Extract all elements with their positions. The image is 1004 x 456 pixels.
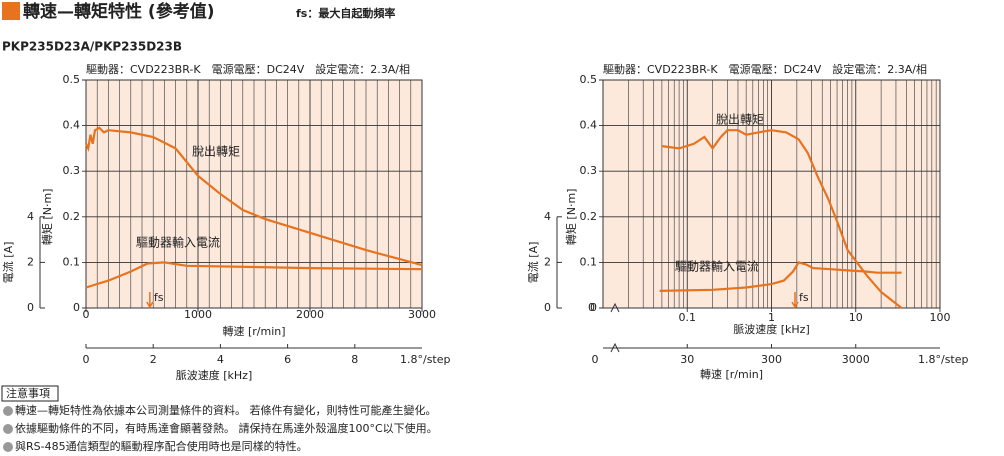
page-title: 轉速—轉矩特性 (參考值) — [23, 1, 214, 22]
y2-axis-label: 電流 [A] — [1, 242, 15, 284]
x-tick-label: 100 — [930, 311, 951, 324]
series-label: 脫出轉矩 — [192, 144, 240, 159]
series-line — [661, 129, 903, 309]
y-tick-label: 0 — [590, 301, 597, 314]
y-axis-label: 轉矩 [N·m] — [41, 189, 54, 246]
x2-tick-label: 8 — [351, 353, 358, 366]
x2-tick-label: 2 — [150, 353, 157, 366]
annotation: fs — [154, 291, 164, 304]
notes-heading: 注意事項 — [6, 386, 50, 400]
note-bullet — [3, 424, 13, 434]
axis-break — [610, 342, 620, 353]
y2-axis-label: 電流 [A] — [526, 242, 540, 284]
note-bullet — [3, 442, 13, 452]
chart-subtitle: 驅動器：CVD223BR-K 電源電壓：DC24V 設定電流：2.3A/相 — [86, 62, 410, 76]
y-axis-label: 轉矩 [N·m] — [565, 189, 578, 246]
y-tick-label: 0.5 — [580, 73, 598, 86]
note-bullet — [3, 406, 13, 416]
x2-tick-label: 4 — [217, 353, 224, 366]
notes-heading-box — [1, 385, 59, 402]
y-tick-label: 0.3 — [63, 164, 81, 177]
plot-frame — [602, 79, 941, 309]
note-item: 轉速—轉矩特性為依據本公司測量條件的資料。 若條件有變化，則特性可能產生變化。 — [15, 403, 437, 417]
y-tick-label: 0.1 — [580, 255, 598, 268]
axis-break-label: 0 — [588, 301, 595, 314]
axis-break — [610, 302, 620, 313]
y2-tick-label: 4 — [27, 210, 34, 223]
x2-end-label: 1.8°/step — [918, 353, 969, 366]
series-label: 脫出轉矩 — [716, 112, 764, 127]
y-tick-label: 0.5 — [63, 73, 81, 86]
fs-note: fs：最大自起動頻率 — [296, 6, 395, 20]
x2-tick-label: 0 — [83, 353, 90, 366]
y2-tick-label: 2 — [544, 255, 551, 268]
x-tick-label: 0.1 — [679, 311, 697, 324]
y-tick-label: 0.4 — [63, 119, 81, 132]
title-marker — [2, 2, 20, 20]
series-label: 驅動器輸入電流 — [675, 259, 759, 274]
axis-break-label: 0 — [592, 353, 599, 366]
y-tick-label: 0.1 — [63, 255, 81, 268]
x-tick-label: 1000 — [184, 308, 212, 321]
x2-tick-label: 3000 — [842, 353, 870, 366]
x-axis-label: 轉速 [r/min] — [222, 325, 285, 338]
annotation: fs — [799, 291, 809, 304]
x-axis-label: 脈波速度 [kHz] — [733, 322, 810, 336]
note-item: 與RS-485通信類型的驅動程序配合使用時也是同樣的特性。 — [15, 439, 308, 453]
x2-tick-label: 300 — [761, 353, 782, 366]
fs-arrow — [791, 292, 799, 309]
y2-tick-label: 0 — [27, 301, 34, 314]
x-tick-label: 10 — [849, 311, 863, 324]
x-tick-label: 1 — [768, 311, 775, 324]
y2-tick-label: 2 — [27, 255, 34, 268]
y-tick-label: 0.3 — [580, 164, 598, 177]
model: PKP235D23A/PKP235D23B — [2, 40, 182, 54]
y-tick-label: 0.2 — [580, 210, 598, 223]
series-line — [85, 126, 423, 267]
note-item: 依據驅動條件的不同，有時馬達會顯著發熱。 請保持在馬達外殼溫度100°C以下使用… — [15, 421, 438, 435]
x-tick-label: 0 — [83, 308, 90, 321]
y-tick-label: 0.4 — [580, 119, 598, 132]
series-line — [659, 261, 902, 292]
x-tick-label: 3000 — [408, 308, 436, 321]
series-line — [85, 261, 423, 289]
fs-arrow — [146, 292, 154, 309]
y2-tick-label: 4 — [544, 210, 551, 223]
x2-tick-label: 6 — [284, 353, 291, 366]
x2-axis-label: 轉速 [r/min] — [700, 368, 763, 381]
chart-subtitle: 驅動器：CVD223BR-K 電源電壓：DC24V 設定電流：2.3A/相 — [603, 62, 927, 76]
y-tick-label: 0.2 — [63, 210, 81, 223]
y2-tick-label: 0 — [544, 301, 551, 314]
x-tick-label: 2000 — [296, 308, 324, 321]
x2-axis-label: 脈波速度 [kHz] — [176, 368, 253, 382]
x2-end-label: 1.8°/step — [400, 353, 451, 366]
y-tick-label: 0 — [73, 301, 80, 314]
series-label: 驅動器輸入電流 — [136, 235, 220, 250]
plot-frame — [85, 79, 423, 309]
x2-tick-label: 30 — [680, 353, 694, 366]
